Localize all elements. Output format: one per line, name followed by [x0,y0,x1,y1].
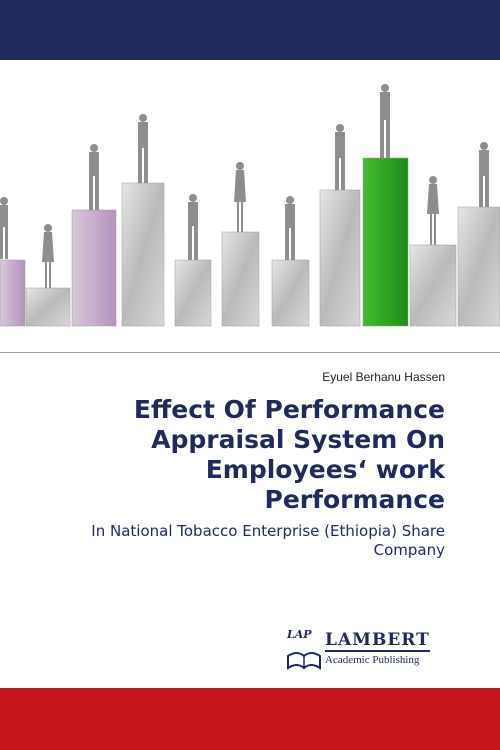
logo-icon [287,652,321,670]
publisher-name: LAMBERT [325,630,430,652]
bottom-band [0,688,500,750]
author: Eyuel Berhanu Hassen [322,370,445,384]
top-band [0,0,500,60]
cover-art [0,84,500,327]
subtitle: In National Tobacco Enterprise (Ethiopia… [91,522,445,559]
figures [0,84,489,288]
pedestals [0,157,500,327]
publisher-logo: LAP LAMBERT Academic Publishing [285,628,450,673]
publisher-tagline: Academic Publishing [325,654,420,666]
divider [0,352,500,353]
logo-mark: LAP [287,628,312,641]
title: Effect Of Performance Appraisal System O… [133,395,445,514]
